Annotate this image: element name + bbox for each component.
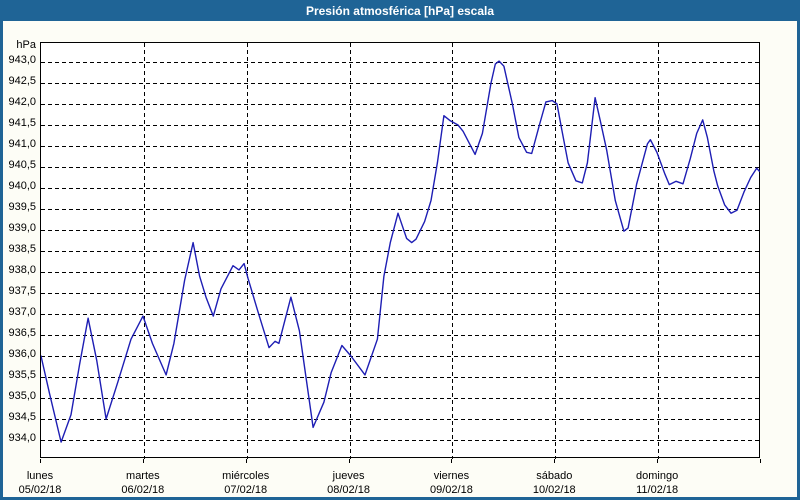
x-tick-mark	[451, 459, 452, 463]
day-name-label: miércoles	[222, 470, 270, 482]
y-tick-label: 939,0	[8, 222, 36, 235]
plot-area	[40, 42, 761, 459]
x-tick-mark	[760, 459, 761, 463]
chart-panel: hPa 943,0 942,5 942,0 941,5 941,0 940,5 940,0 9…	[3, 21, 797, 497]
day-date-label: 05/02/18	[18, 484, 62, 496]
day-date-label: 09/02/18	[430, 484, 473, 496]
y-tick-label: 935,5	[8, 369, 36, 382]
x-tick-mark	[554, 459, 555, 463]
x-tick-mark	[657, 459, 658, 463]
y-tick-label: 941,5	[8, 117, 36, 130]
day-name-label: jueves	[332, 470, 365, 482]
y-tick-label: 941,0	[8, 138, 36, 151]
day-date-label: 06/02/18	[121, 484, 165, 496]
day-name-label: martes	[126, 470, 160, 482]
y-tick-label: 942,0	[8, 96, 36, 109]
day-date-label: 10/02/18	[532, 484, 576, 496]
x-tick-mark	[349, 459, 350, 463]
pressure-series-line	[41, 60, 760, 443]
day-name-label: lunes	[26, 470, 54, 482]
day-date-label: 08/02/18	[327, 484, 370, 496]
y-tick-label: 938,5	[8, 243, 36, 256]
x-tick-mark	[246, 459, 247, 463]
y-tick-label: 936,5	[8, 327, 36, 340]
day-name-label: domingo	[636, 470, 679, 482]
y-tick-label: 939,5	[8, 201, 36, 214]
y-tick-label: 936,0	[8, 348, 36, 361]
day-date-label: 11/02/18	[636, 484, 679, 496]
title-bar: Presión atmosférica [hPa] escala	[0, 0, 800, 21]
y-tick-label: 937,5	[8, 285, 36, 298]
y-tick-label: 938,0	[8, 264, 36, 277]
y-tick-label: 943,0	[8, 54, 36, 67]
y-tick-label: 934,0	[8, 432, 36, 445]
y-axis-unit-label: hPa	[16, 39, 36, 51]
day-name-label: viernes	[433, 470, 470, 482]
pressure-chart	[41, 43, 761, 459]
y-tick-label: 940,0	[8, 180, 36, 193]
x-tick-mark	[40, 459, 41, 463]
day-name-label: sábado	[536, 470, 573, 482]
day-date-label: 07/02/18	[224, 484, 268, 496]
y-tick-label: 942,5	[8, 75, 36, 88]
y-tick-label: 940,5	[8, 159, 36, 172]
x-tick-mark	[143, 459, 144, 463]
window-title: Presión atmosférica [hPa] escala	[305, 3, 495, 18]
y-tick-label: 937,0	[8, 306, 36, 319]
y-tick-label: 934,5	[8, 411, 36, 424]
y-tick-label: 935,0	[8, 390, 36, 403]
